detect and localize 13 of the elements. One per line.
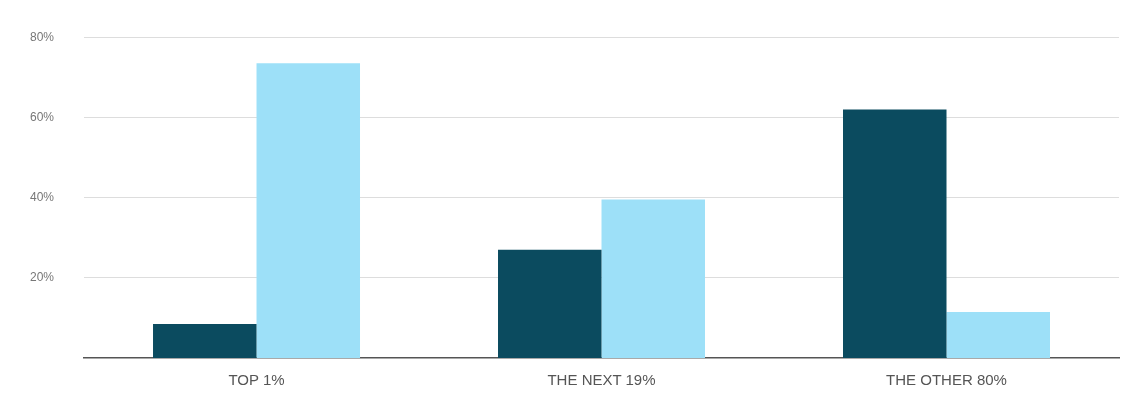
y-tick-label: 20% — [29, 270, 55, 285]
y-tick-label: 40% — [29, 189, 55, 204]
bar — [256, 63, 361, 358]
bar — [946, 311, 1050, 358]
bar — [843, 109, 947, 358]
bar — [498, 249, 602, 358]
bar — [153, 323, 257, 358]
y-tick-label: 80% — [29, 29, 55, 44]
x-tick-label: THE NEXT 19% — [547, 371, 656, 389]
x-tick-label: TOP 1% — [228, 371, 285, 389]
y-tick-label: 60% — [29, 109, 55, 124]
bar — [601, 199, 706, 358]
x-tick-label: THE OTHER 80% — [886, 371, 1007, 389]
